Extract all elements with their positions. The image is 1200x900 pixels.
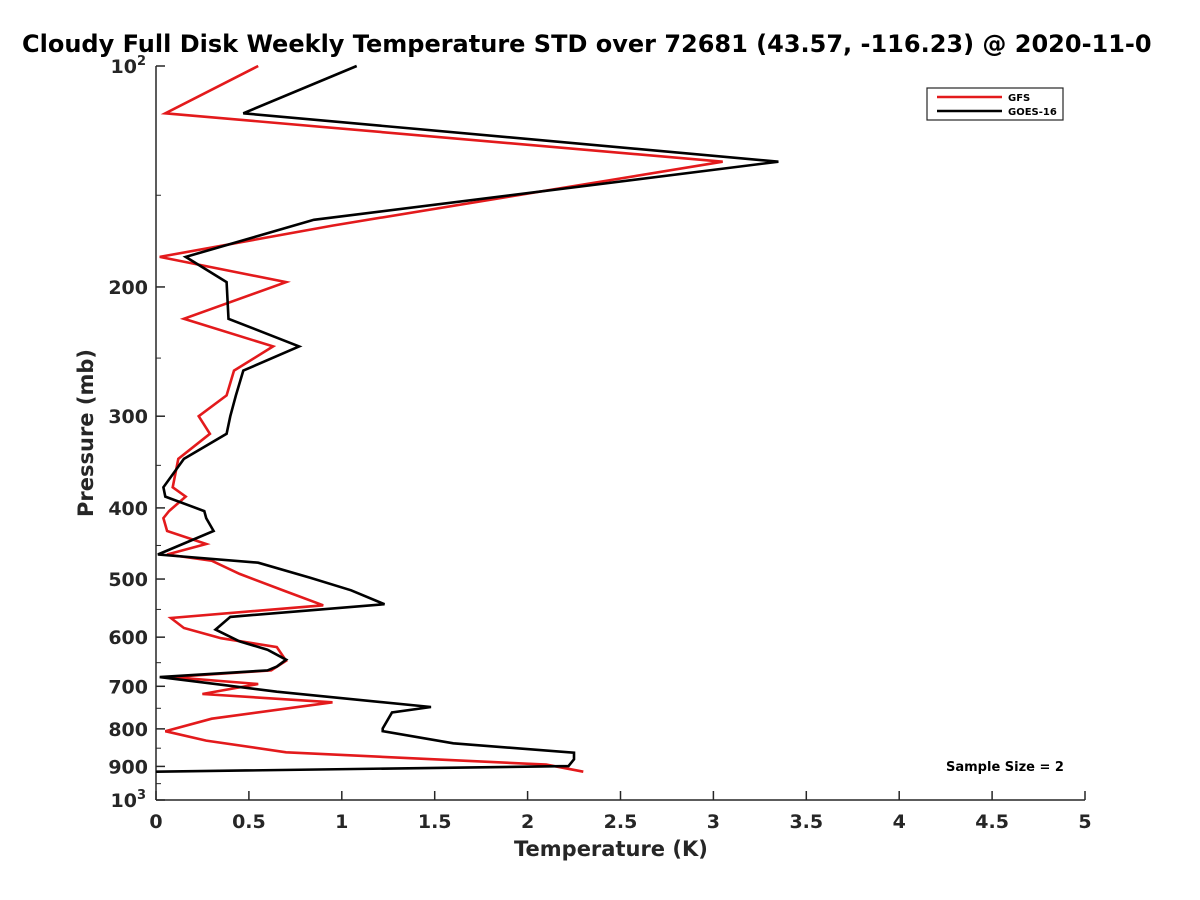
legend-label: GFS <box>1008 93 1030 104</box>
y-tick-label: 400 <box>108 498 148 520</box>
x-tick-label: 1 <box>335 811 348 833</box>
x-tick-label: 5 <box>1078 811 1091 833</box>
legend-label: GOES-16 <box>1008 107 1057 118</box>
x-tick-label: 3.5 <box>789 811 823 833</box>
y-tick-label: 102 <box>111 54 147 78</box>
x-tick-label: 0.5 <box>232 811 266 833</box>
legend: GFS GOES-16 <box>926 87 1064 121</box>
chart-title: Cloudy Full Disk Weekly Temperature STD … <box>22 30 1152 58</box>
y-tick-label: 300 <box>108 406 148 428</box>
series-line-gfs <box>159 64 723 773</box>
y-tick-label: 800 <box>108 719 148 741</box>
y-tick-label: 700 <box>108 676 148 698</box>
x-tick-label: 1.5 <box>418 811 452 833</box>
x-axis-label: Temperature (K) <box>514 837 708 861</box>
series-layer <box>155 64 779 773</box>
y-tick-label: 103 <box>111 788 147 812</box>
x-tick-label: 2.5 <box>604 811 638 833</box>
x-tick-label: 3 <box>707 811 720 833</box>
annotations: Sample Size = 2 <box>946 760 1064 775</box>
series-line-goes-16 <box>155 64 779 773</box>
x-tick-label: 4 <box>893 811 906 833</box>
x-tick-label: 4.5 <box>975 811 1009 833</box>
x-tick-label: 0 <box>149 811 162 833</box>
x-tick-label: 2 <box>521 811 534 833</box>
y-tick-label: 900 <box>108 756 148 778</box>
sample-size-annotation: Sample Size = 2 <box>946 760 1064 775</box>
plot-axes: 0 0.5 1 1.5 2 2.5 3 3.5 4 4.5 5 200 300 400 500 600 700 8… <box>74 54 1092 861</box>
legend-box <box>926 87 1064 121</box>
y-tick-label: 500 <box>108 569 148 591</box>
y-axis-label: Pressure (mb) <box>74 349 98 517</box>
y-tick-label: 200 <box>108 277 148 299</box>
y-tick-label: 600 <box>108 627 148 649</box>
